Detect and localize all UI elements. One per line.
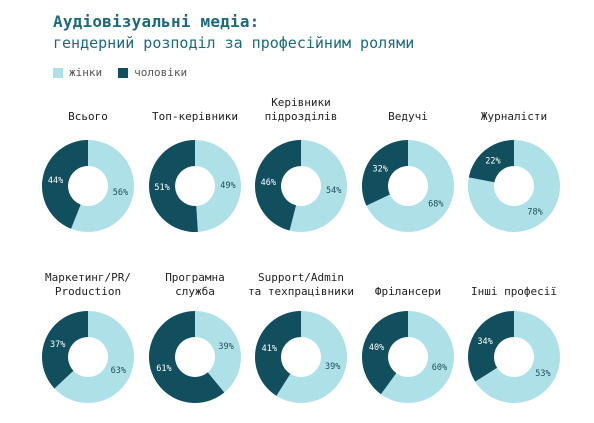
donut-slice-men [42,140,88,229]
category-label: Топ-керівники [152,110,238,123]
category-label: та техпрацівники [248,285,354,298]
legend-item-women: жінки [53,66,102,79]
category-label: Маркетинг/PR/ [45,271,131,284]
legend-swatch-women [53,67,63,78]
donut-slice-men [42,311,88,389]
donut-panel: Журналісти 22% 78% [467,110,560,232]
value-label-women: 63% [111,366,126,376]
category-label: Інші професії [471,285,557,298]
value-label-women: 39% [218,342,233,352]
donut-panel: Інші професії 34% 53% [467,285,560,403]
category-label: служба [175,285,215,298]
donut-slice-men [255,140,301,231]
value-label-women: 78% [527,207,542,217]
value-label-women: 39% [325,362,340,372]
donut-panel: Маркетинг/PR/Production 37% 63% [41,271,134,403]
value-label-men: 34% [477,337,492,347]
legend-item-men: чоловіки [118,66,187,79]
donut-slice-men [361,140,408,206]
value-label-women: 68% [428,200,443,210]
value-label-men: 37% [50,340,65,350]
value-label-women: 60% [432,363,447,373]
value-label-women: 54% [326,186,341,196]
donut-slice-men [468,311,514,382]
category-label: Журналісти [481,110,547,123]
donut-slice-men [148,140,198,233]
category-label: Керівники [271,96,331,109]
value-label-women: 56% [113,188,128,198]
donut-panel: Фрілансери 40% 60% [361,285,454,403]
category-label: підрозділів [265,110,338,123]
donut-slice-men [361,311,408,395]
legend-label-men: чоловіки [134,66,188,79]
value-label-men: 32% [372,164,387,174]
value-label-men: 40% [369,343,384,353]
value-label-men: 61% [156,364,171,374]
category-label: Support/Admin [258,271,344,284]
value-label-women: 53% [535,369,550,379]
donut-panel: Топ-керівники 51% 49% [148,110,241,233]
category-label: Production [55,285,121,298]
category-label: Фрілансери [375,285,441,298]
value-label-men: 44% [48,176,63,186]
donut-slice-men [148,311,225,403]
value-label-men: 46% [261,178,276,188]
value-label-women: 49% [220,181,235,191]
donut-slice-men [468,140,514,183]
donut-panel: Всього 44% 56% [41,110,134,232]
category-label: Всього [68,110,108,123]
chart-subtitle: гендерний розподіл за професійним ролями [53,34,415,52]
donut-slice-men [254,311,301,396]
value-label-men: 41% [262,344,277,354]
value-label-men: 51% [154,183,169,193]
category-label: Програмна [165,271,225,284]
value-label-men: 22% [485,157,500,167]
category-label: Ведучі [388,110,428,123]
legend-label-women: жінки [69,66,103,79]
chart-title: Аудіовізуальні медіа: [53,12,260,31]
legend-swatch-men [118,67,129,78]
donut-panel: Ведучі 32% 68% [361,110,454,232]
legend: жінки чоловіки [53,66,203,79]
